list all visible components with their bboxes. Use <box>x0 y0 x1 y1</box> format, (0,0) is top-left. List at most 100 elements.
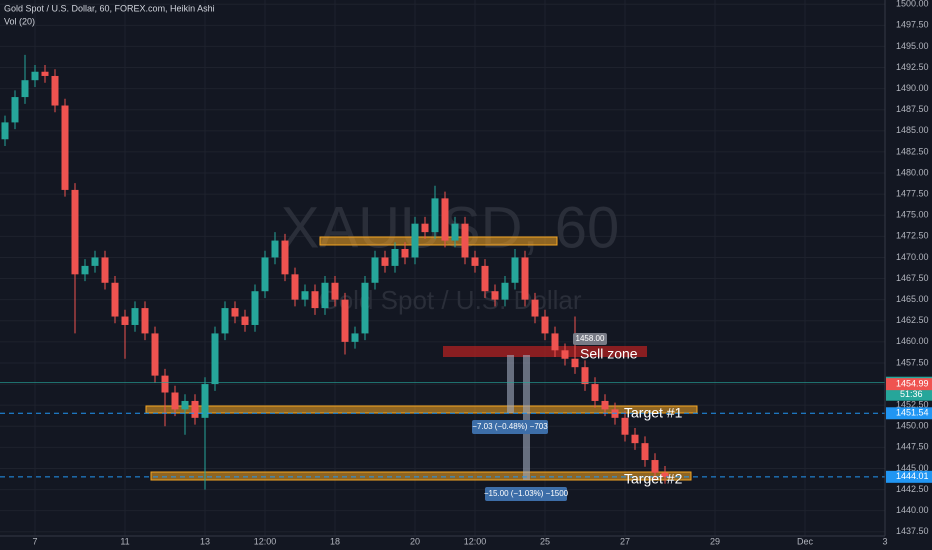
y-tick-label: 1450.00 <box>896 421 929 431</box>
y-tick-label: 1445.00 <box>896 463 929 473</box>
measure-label-box <box>485 487 567 501</box>
y-tick-label: 1487.50 <box>896 104 929 114</box>
annotation: Target #2 <box>624 471 683 487</box>
candle-body <box>391 249 399 266</box>
price-label: 1454.99 <box>896 379 929 389</box>
candle-body <box>241 316 249 325</box>
candle-body <box>251 291 259 325</box>
grid-layer <box>0 0 886 536</box>
candle-body <box>561 350 569 359</box>
y-tick-label: 1480.00 <box>896 167 929 177</box>
candle-body <box>171 392 179 410</box>
candle-body <box>521 257 529 300</box>
candle-body <box>131 308 139 325</box>
y-tick-label: 1465.00 <box>896 294 929 304</box>
y-axis-bg <box>885 0 932 550</box>
indicator-label: Vol (20) <box>4 16 35 26</box>
candle-body <box>321 282 329 309</box>
x-tick-label: 3 <box>882 536 887 546</box>
candle-body <box>621 417 629 435</box>
y-tick-label: 1485.00 <box>896 125 929 135</box>
candle-body <box>401 249 409 258</box>
candle-body <box>661 472 669 477</box>
x-tick-label: 12:00 <box>464 536 487 546</box>
candle-body <box>31 71 39 81</box>
candle-body <box>441 198 449 241</box>
y-tick-label: 1457.50 <box>896 357 929 367</box>
candle-body <box>311 291 319 309</box>
candle-body <box>481 265 489 292</box>
candle-body <box>221 308 229 334</box>
candle-body <box>261 257 269 292</box>
resistance-zone <box>319 236 558 246</box>
measure-label: −7.03 (−0.48%) −703 <box>472 422 548 431</box>
measure-label: −15.00 (−1.03%) −1500 <box>484 489 569 498</box>
countdown: 51:36 <box>900 389 923 399</box>
candle-body <box>181 400 189 410</box>
candles <box>0 54 885 490</box>
target-1-zone <box>145 405 698 414</box>
candle-body <box>421 223 429 233</box>
y-tick-label: 1482.50 <box>896 146 929 156</box>
candle-body <box>511 257 519 283</box>
price-label-box <box>886 378 932 391</box>
y-tick-label: 1492.50 <box>896 62 929 72</box>
candle-body <box>361 282 369 334</box>
candle-body <box>291 274 299 300</box>
candle-body <box>41 71 49 76</box>
x-tick-label: 27 <box>620 536 630 546</box>
candle-body <box>451 223 459 241</box>
candle-body <box>101 257 109 283</box>
y-tick-label: 1500.00 <box>896 0 929 9</box>
candle-body <box>11 97 19 123</box>
candle-body <box>631 434 639 444</box>
candle-body <box>211 333 219 385</box>
candle-body <box>641 443 649 461</box>
watermark: XAUUSD, 60 <box>281 195 619 260</box>
candle-body <box>351 333 359 342</box>
y-tick-label: 1440.00 <box>896 505 929 515</box>
candle-body <box>151 333 159 376</box>
axis-layer: 1437.50 1440.00 1442.50 1445.00 1447.50 1450.… <box>32 0 932 546</box>
y-tick-label: 1460.00 <box>896 336 929 346</box>
y-tick-label: 1437.50 <box>896 526 929 536</box>
watermark-sub: Gold Spot / U.S. Dollar <box>319 285 582 315</box>
candle-body <box>581 367 589 385</box>
price-label: 1451.54 <box>896 408 929 418</box>
candle-body <box>51 75 59 106</box>
candle-body <box>141 308 149 334</box>
y-tick-label: 1462.50 <box>896 315 929 325</box>
candle-body <box>191 400 199 418</box>
x-tick-label: 13 <box>200 536 210 546</box>
x-tick-label: 7 <box>32 536 37 546</box>
x-tick-label: 25 <box>540 536 550 546</box>
y-tick-label: 1467.50 <box>896 273 929 283</box>
candle-body <box>651 460 659 473</box>
candle-body <box>71 189 79 275</box>
x-tick-label: 11 <box>120 536 129 546</box>
candle-body <box>271 240 279 258</box>
candle-body <box>21 80 29 98</box>
candle-body <box>471 257 479 266</box>
candle-body <box>231 308 239 317</box>
candle-body <box>431 198 439 233</box>
measure-label-box <box>472 420 548 434</box>
candle-body <box>331 282 339 300</box>
candle-body <box>501 282 509 300</box>
y-tick-label: 1477.50 <box>896 189 929 199</box>
annotation: Target #1 <box>624 405 683 421</box>
y-tick-label: 1490.00 <box>896 83 929 93</box>
y-tick-label: 1475.00 <box>896 210 929 220</box>
candle-body <box>491 291 499 300</box>
chart-title: Gold Spot / U.S. Dollar, 60, FOREX.com, … <box>4 3 215 13</box>
candle-body <box>591 384 599 401</box>
candle-body <box>201 384 209 418</box>
candle-body <box>91 257 99 266</box>
price-tag-box <box>573 333 607 345</box>
candle-body <box>301 291 309 300</box>
candle-body <box>371 257 379 283</box>
candle-body <box>381 257 389 266</box>
y-tick-label: 1495.00 <box>896 41 929 51</box>
